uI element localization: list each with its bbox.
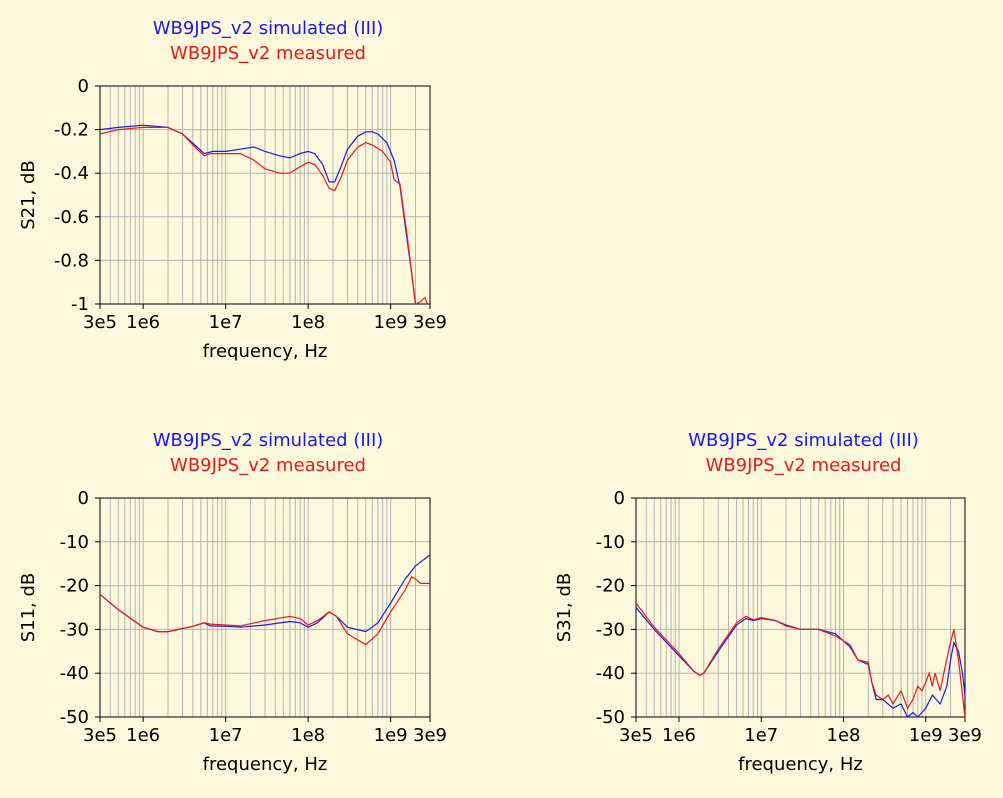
s31-legend-measured: WB9JPS_v2 measured bbox=[706, 455, 902, 476]
s31-series-simulated-line bbox=[636, 607, 965, 717]
s31-ytick-label: -10 bbox=[596, 532, 625, 553]
s21-xtick-label: 3e5 bbox=[83, 312, 117, 333]
s11-ytick-label: -50 bbox=[60, 707, 89, 728]
s31-ytick-label: -30 bbox=[596, 619, 625, 640]
s21-xtick-label: 1e7 bbox=[209, 312, 243, 333]
s21-ytick-label: -0.6 bbox=[54, 207, 89, 228]
s11-xtick-label: 1e6 bbox=[126, 725, 160, 746]
s21-xtick-label: 1e6 bbox=[126, 312, 160, 333]
s21-xtick-label: 3e9 bbox=[413, 312, 447, 333]
s11-x-axis-label: frequency, Hz bbox=[203, 754, 328, 775]
s21-ytick-label: 0 bbox=[78, 76, 89, 97]
s21-xtick-label: 1e9 bbox=[374, 312, 408, 333]
s11-ytick-label: 0 bbox=[78, 488, 89, 509]
s21-ytick-label: -0.8 bbox=[54, 250, 89, 271]
s21-ytick-label: -0.2 bbox=[54, 120, 89, 141]
s11-xtick-label: 3e9 bbox=[413, 725, 447, 746]
s31-ytick-label: -40 bbox=[596, 663, 625, 684]
s31-xtick-label: 1e9 bbox=[909, 725, 943, 746]
s31-ytick-label: 0 bbox=[614, 488, 625, 509]
s31-ytick-label: -50 bbox=[596, 707, 625, 728]
s21-ytick-label: -0.4 bbox=[54, 163, 89, 184]
s31-xtick-label: 1e6 bbox=[662, 725, 696, 746]
s11-series-measured-line bbox=[100, 575, 430, 646]
s21-ytick-label: -1 bbox=[71, 294, 89, 315]
s11-xtick-label: 1e7 bbox=[209, 725, 243, 746]
s31-legend-simulated: WB9JPS_v2 simulated (III) bbox=[688, 430, 919, 451]
s21-legend-simulated: WB9JPS_v2 simulated (III) bbox=[153, 18, 384, 39]
s11-legend-measured: WB9JPS_v2 measured bbox=[170, 455, 366, 476]
s21-series-measured-line bbox=[100, 126, 429, 304]
s11-xtick-label: 1e8 bbox=[291, 725, 325, 746]
s11-ytick-label: -10 bbox=[60, 532, 89, 553]
s21-series-simulated-line bbox=[100, 124, 417, 304]
s31-xtick-label: 1e7 bbox=[744, 725, 778, 746]
s11-ytick-label: -30 bbox=[60, 619, 89, 640]
s21-legend-measured: WB9JPS_v2 measured bbox=[170, 43, 366, 64]
s31-x-axis-label: frequency, Hz bbox=[738, 754, 863, 775]
s21-grid bbox=[100, 86, 430, 304]
s11-xtick-label: 1e9 bbox=[374, 725, 408, 746]
s31-y-axis-label: S31, dB bbox=[554, 573, 575, 643]
s31-xtick-label: 3e5 bbox=[619, 725, 653, 746]
s21-y-axis-label: S21, dB bbox=[18, 160, 39, 230]
s11-grid bbox=[100, 498, 430, 717]
s21-xtick-label: 1e8 bbox=[291, 312, 325, 333]
s21-plot-frame bbox=[99, 85, 431, 305]
s11-plot-frame bbox=[99, 497, 431, 718]
s31-ytick-label: -20 bbox=[596, 576, 625, 597]
s11-legend-simulated: WB9JPS_v2 simulated (III) bbox=[153, 430, 384, 451]
s31-series-measured-line bbox=[636, 602, 965, 717]
s11-ytick-label: -40 bbox=[60, 663, 89, 684]
s11-y-axis-label: S11, dB bbox=[18, 573, 39, 643]
s11-ytick-label: -20 bbox=[60, 576, 89, 597]
s11-xtick-label: 3e5 bbox=[83, 725, 117, 746]
s21-x-axis-label: frequency, Hz bbox=[203, 341, 328, 362]
s31-xtick-label: 1e8 bbox=[827, 725, 861, 746]
s31-grid bbox=[636, 498, 965, 717]
s31-xtick-label: 3e9 bbox=[948, 725, 982, 746]
